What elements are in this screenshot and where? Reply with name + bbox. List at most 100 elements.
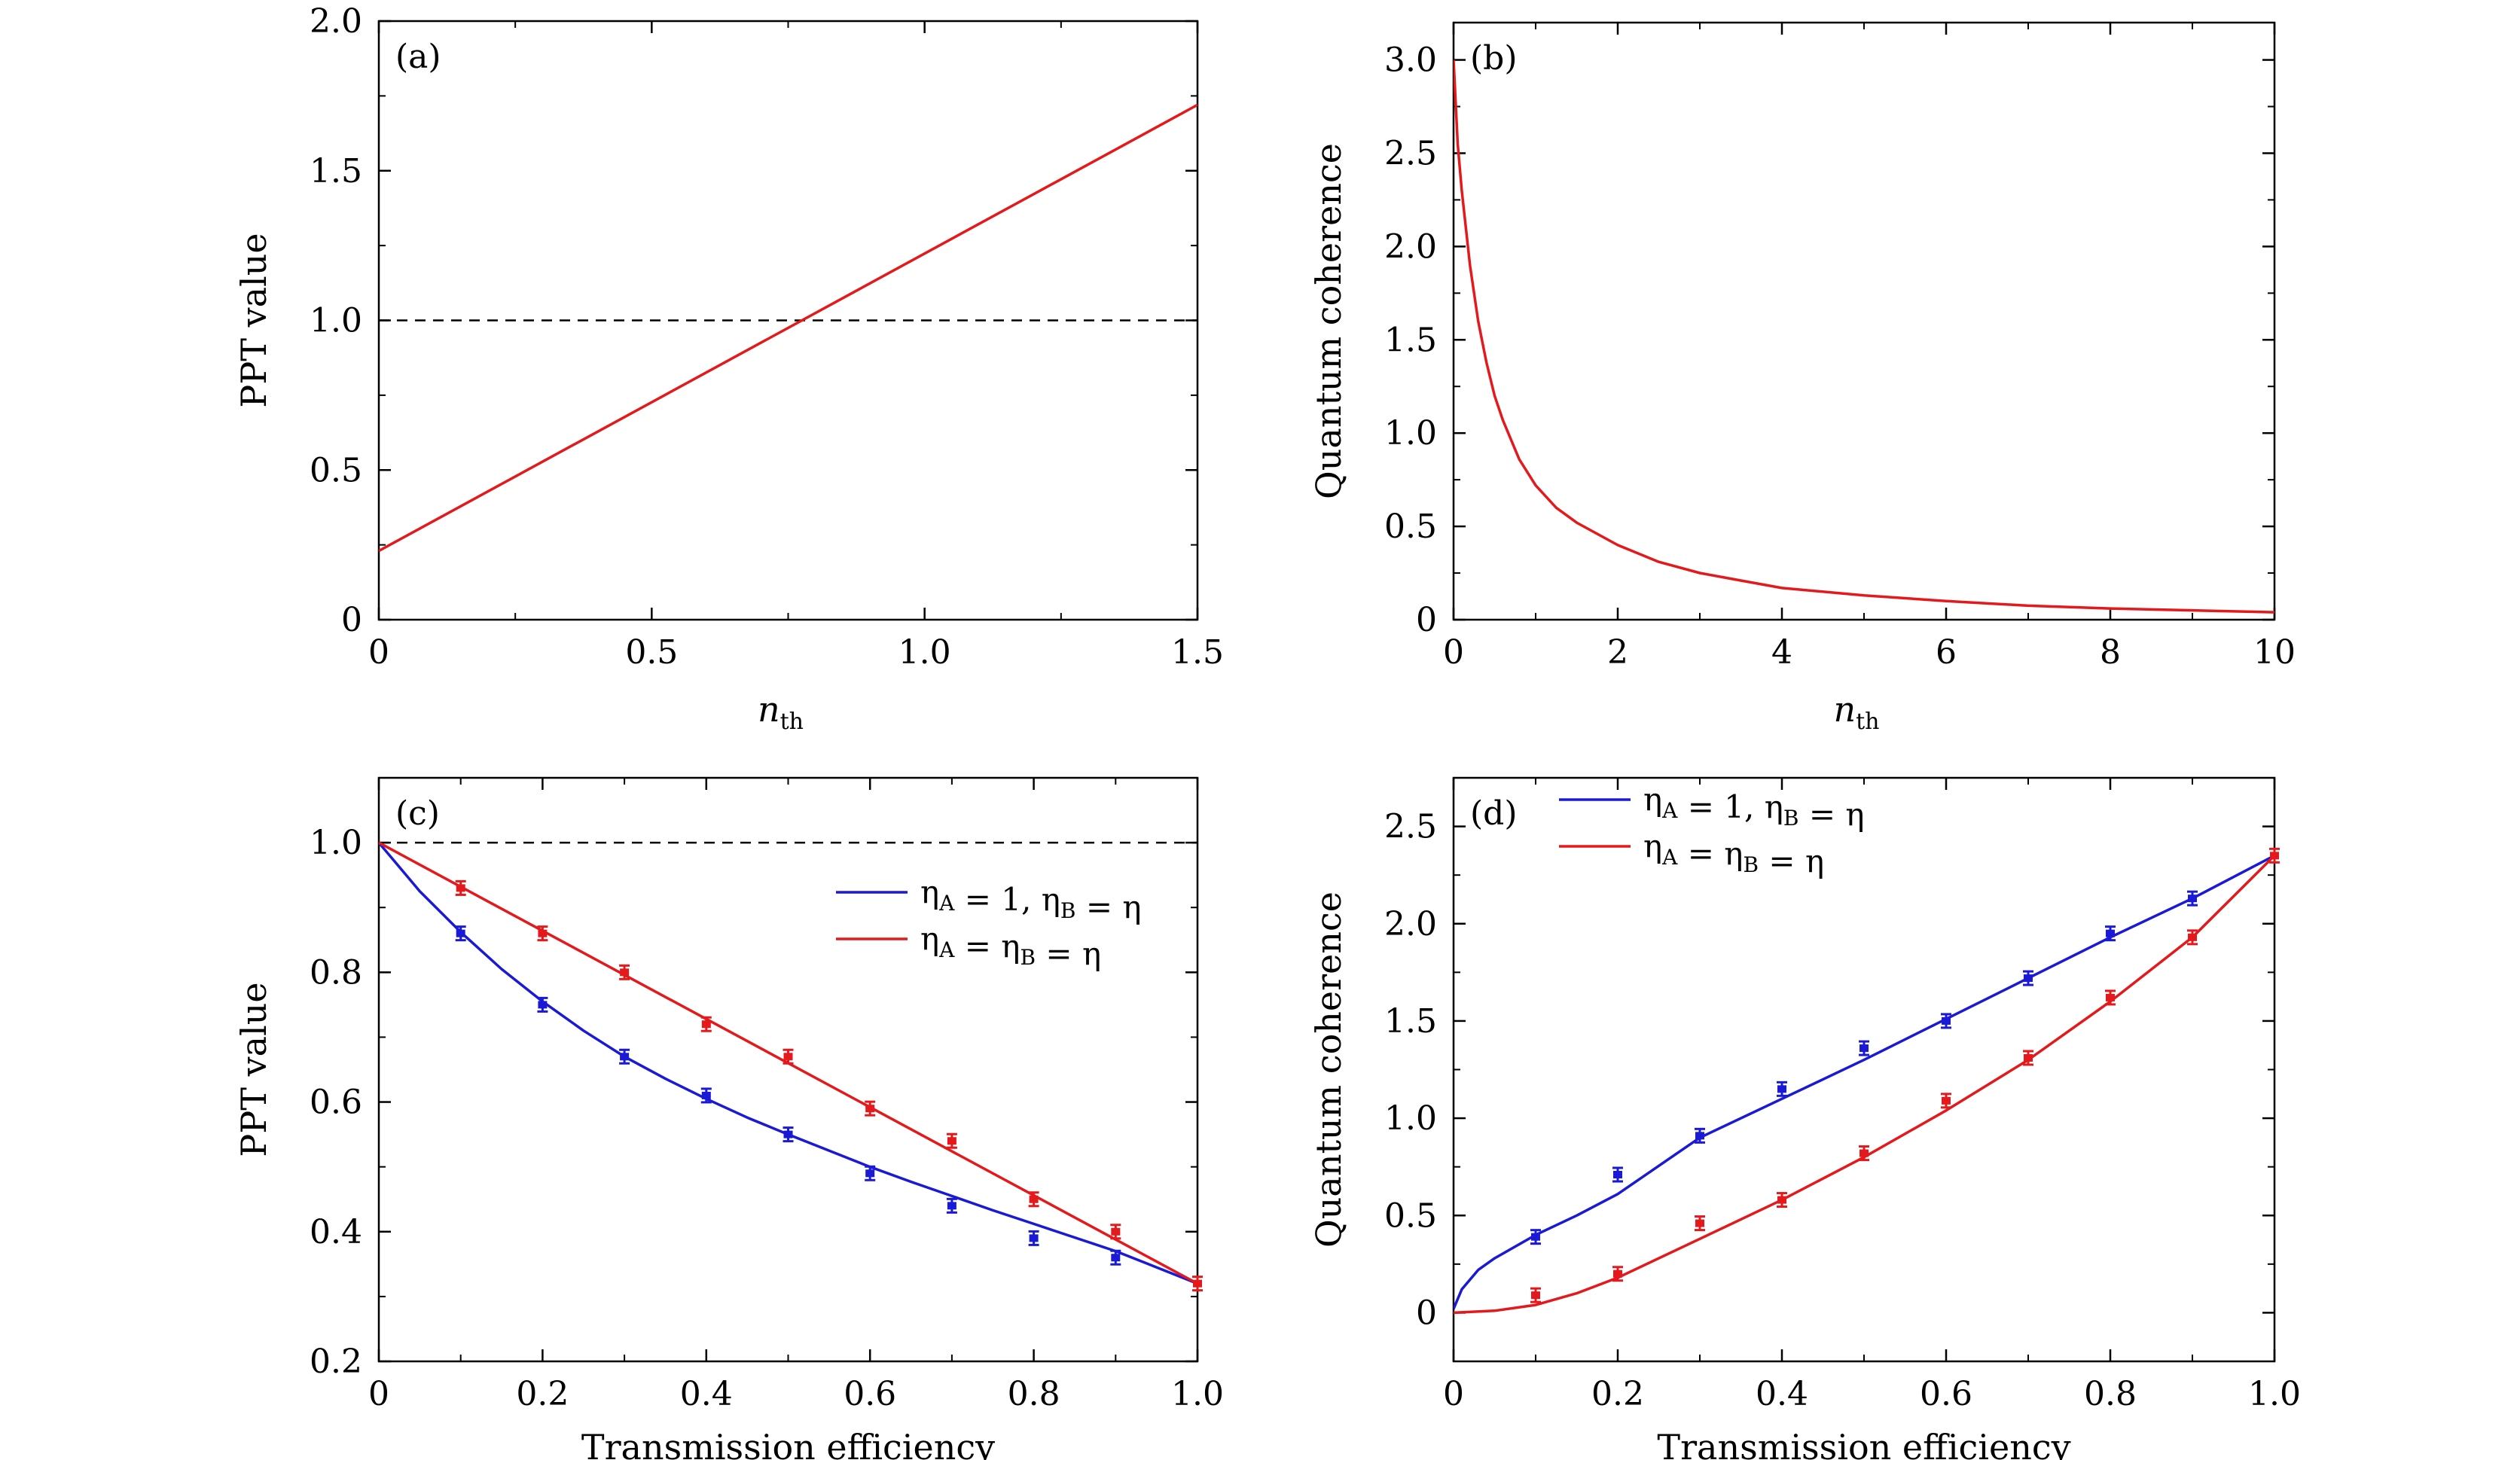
legend: ηA = 1, ηB = ηηA = ηB = η	[836, 873, 1142, 972]
data-point	[865, 1165, 876, 1181]
panel-label: (c)	[395, 794, 440, 833]
y-tick-label: 1.0	[1384, 414, 1437, 453]
data-point	[1777, 1081, 1787, 1097]
y-tick-label: 2.0	[1384, 905, 1437, 943]
y-tick-label: 0.4	[310, 1213, 362, 1251]
y-tick-label: 0.8	[310, 953, 362, 992]
legend-entry-1: ηA = 1, ηB = η	[1643, 781, 1865, 833]
data-point	[946, 1197, 957, 1214]
data-point	[946, 1132, 957, 1149]
data-point	[1695, 1215, 1705, 1232]
legend-entry-1: ηA = 1, ηB = η	[920, 873, 1142, 925]
panel-b: 0 2 4 6 8 10 0 0.5 1.0 1.5 2.0 2.5 3.0 nth Quantum coh…	[1308, 21, 2296, 735]
x-tick-label: 8	[2100, 633, 2121, 672]
data-point	[1028, 1191, 1039, 1208]
y-tick-label: 0.6	[310, 1084, 362, 1122]
series-line-1	[1454, 854, 2274, 1309]
y-tick-label: 1.0	[310, 824, 362, 862]
series-line-1	[1454, 59, 2274, 614]
data-point	[2187, 929, 2198, 946]
data-point	[1777, 1192, 1787, 1209]
x-tick-label: 0.6	[844, 1375, 896, 1413]
x-tick-label: 6	[1936, 633, 1957, 672]
series-line-2	[1454, 855, 2274, 1315]
panel-label: (d)	[1470, 794, 1518, 833]
data-point	[1530, 1229, 1541, 1245]
data-point	[2105, 925, 2116, 942]
y-tick-label: 2.0	[310, 2, 362, 41]
plot-frame	[377, 776, 1199, 1363]
x-axis-label: nth	[758, 689, 804, 735]
data-point	[865, 1100, 876, 1117]
data-point	[1695, 1127, 1705, 1144]
plot-frame	[1452, 776, 2276, 1363]
x-tick-label: 0.2	[516, 1375, 569, 1413]
x-tick-label: 0	[1443, 1375, 1464, 1413]
y-tick-label: 2.5	[1384, 808, 1437, 846]
data-point	[1110, 1224, 1121, 1240]
y-tick-label: 1.0	[310, 302, 362, 340]
y-tick-label: 0	[1416, 1294, 1437, 1332]
x-tick-label: 2	[1607, 633, 1628, 672]
legend: ηA = 1, ηB = ηηA = ηB = η	[1559, 781, 1865, 879]
y-tick-label: 0.5	[1384, 507, 1437, 546]
data-point	[455, 925, 466, 942]
x-tick-label: 1.0	[2248, 1375, 2301, 1413]
legend-entry-2: ηA = ηB = η	[1643, 828, 1824, 879]
x-tick-label: 0.8	[1008, 1375, 1060, 1413]
series-line-1	[379, 103, 1197, 553]
data-point	[455, 879, 466, 896]
data-point	[537, 996, 548, 1013]
data-point	[1110, 1249, 1121, 1266]
y-tick-label: 3.0	[1384, 41, 1437, 80]
y-axis-label: PPT value	[233, 233, 274, 407]
x-tick-label: 0.4	[680, 1375, 733, 1413]
data-point	[1028, 1230, 1039, 1246]
data-point	[1859, 1145, 1869, 1162]
y-tick-label: 2.0	[1384, 227, 1437, 266]
data-point	[1612, 1166, 1623, 1183]
y-tick-label: 0.5	[1384, 1196, 1437, 1235]
y-tick-label: 1.5	[1384, 1002, 1437, 1041]
data-point	[1859, 1040, 1869, 1056]
x-tick-label: 0	[368, 633, 389, 672]
x-tick-label: 0	[368, 1375, 389, 1413]
data-point	[1530, 1287, 1541, 1303]
data-point	[619, 1048, 630, 1065]
panel-a: 0 0.5 1.0 1.5 0 0.5 1.0 1.5 2.0 nth PPT value (a)	[233, 2, 1224, 735]
x-tick-label: 1.0	[898, 633, 951, 672]
y-tick-label: 1.5	[1384, 321, 1437, 359]
data-point	[2269, 847, 2280, 864]
y-tick-label: 0.5	[310, 451, 362, 489]
x-tick-label: 0.6	[1920, 1375, 1972, 1413]
panel-c: 0 0.2 0.4 0.6 0.8 1.00.20.40.60.81.0Transmiss…	[233, 776, 1224, 1460]
panel-label: (a)	[395, 38, 441, 76]
panel-label: (b)	[1470, 39, 1518, 78]
x-tick-label: 0.2	[1591, 1375, 1644, 1413]
data-point	[2023, 1050, 2033, 1066]
x-tick-label: 4	[1771, 633, 1792, 672]
y-tick-label: 0.2	[310, 1343, 362, 1381]
data-point	[1941, 1093, 1951, 1109]
x-tick-label: 1.0	[1171, 1375, 1224, 1413]
data-point	[783, 1048, 794, 1065]
y-tick-label: 0	[1416, 601, 1437, 639]
data-point	[2023, 970, 2033, 986]
data-point	[537, 925, 548, 942]
y-axis-label: Quantum coherence	[1308, 892, 1349, 1248]
panel-d: 0 0.2 0.4 0.6 0.8 1.0 0 0.5 1.0 1.5 2.0 2.5 Transmis…	[1308, 776, 2301, 1460]
y-tick-label: 1.0	[1384, 1099, 1437, 1138]
x-axis-label: Transmission efficiency	[581, 1427, 995, 1460]
y-axis-label: PPT value	[233, 982, 274, 1157]
data-point	[2105, 989, 2116, 1006]
data-point	[619, 964, 630, 980]
data-point	[700, 1087, 712, 1104]
x-tick-label: 0.5	[625, 633, 678, 672]
plot-frame	[1452, 21, 2276, 621]
y-tick-label: 1.5	[310, 152, 362, 191]
y-tick-label: 0	[341, 601, 362, 639]
x-axis-label: nth	[1833, 689, 1879, 735]
x-tick-label: 0	[1443, 633, 1464, 672]
data-point	[783, 1126, 794, 1143]
data-point	[1192, 1276, 1203, 1292]
